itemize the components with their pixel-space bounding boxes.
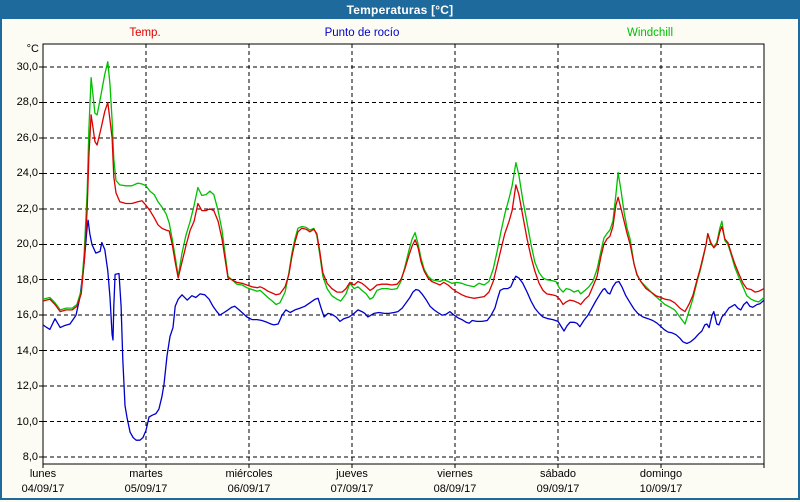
x-axis-date-label: 06/09/17 [227, 483, 271, 495]
x-axis-day-label: martes [129, 468, 163, 480]
x-axis-day-label: sábado [539, 468, 577, 480]
y-axis-unit-label: °C [26, 43, 39, 55]
dew-point-series-line [42, 219, 765, 441]
x-axis-date-label: 09/09/17 [536, 483, 580, 495]
legend-item-windchill: Windchill [626, 27, 673, 39]
y-axis-tick-label: 12,0 [16, 380, 38, 393]
y-axis-tick-label: 28,0 [16, 96, 38, 109]
plot-background [42, 43, 765, 465]
y-axis-tick-label: 22,0 [16, 202, 38, 215]
x-axis-day-label: lunes [29, 468, 57, 480]
y-axis-tick-label: 10,0 [16, 415, 38, 428]
x-axis-date-label: 07/09/17 [330, 483, 374, 495]
y-axis-tick-label: 24,0 [16, 167, 38, 180]
y-axis-tick-label: 14,0 [16, 344, 38, 357]
windchill-series-line [42, 61, 765, 325]
x-axis-day-label: viernes [437, 468, 473, 480]
x-axis-date-label: 10/09/17 [639, 483, 683, 495]
x-axis-day-label: miércoles [225, 468, 273, 480]
y-axis-tick-label: 18,0 [16, 273, 38, 286]
y-axis-tick-label: 30,0 [16, 61, 38, 73]
legend-item-dew-point: Punto de rocío [324, 27, 400, 39]
y-axis-tick-label: 20,0 [16, 238, 38, 251]
temp-series-line [42, 101, 765, 313]
x-axis-date-label: 05/09/17 [124, 483, 168, 495]
window-title: Temperaturas [°C] [346, 3, 454, 17]
x-axis-date-label: 04/09/17 [21, 483, 65, 495]
y-axis-tick-label: 26,0 [16, 131, 38, 144]
y-axis-tick-label: 8,0 [22, 450, 38, 463]
x-axis-day-label: domingo [639, 468, 683, 480]
window-titlebar: Temperaturas [°C] [2, 2, 798, 19]
y-axis-tick-label: 16,0 [16, 309, 38, 322]
x-axis-day-label: jueves [336, 468, 368, 480]
legend-item-temp: Temp. [129, 27, 161, 39]
x-axis-date-label: 08/09/17 [433, 483, 477, 495]
